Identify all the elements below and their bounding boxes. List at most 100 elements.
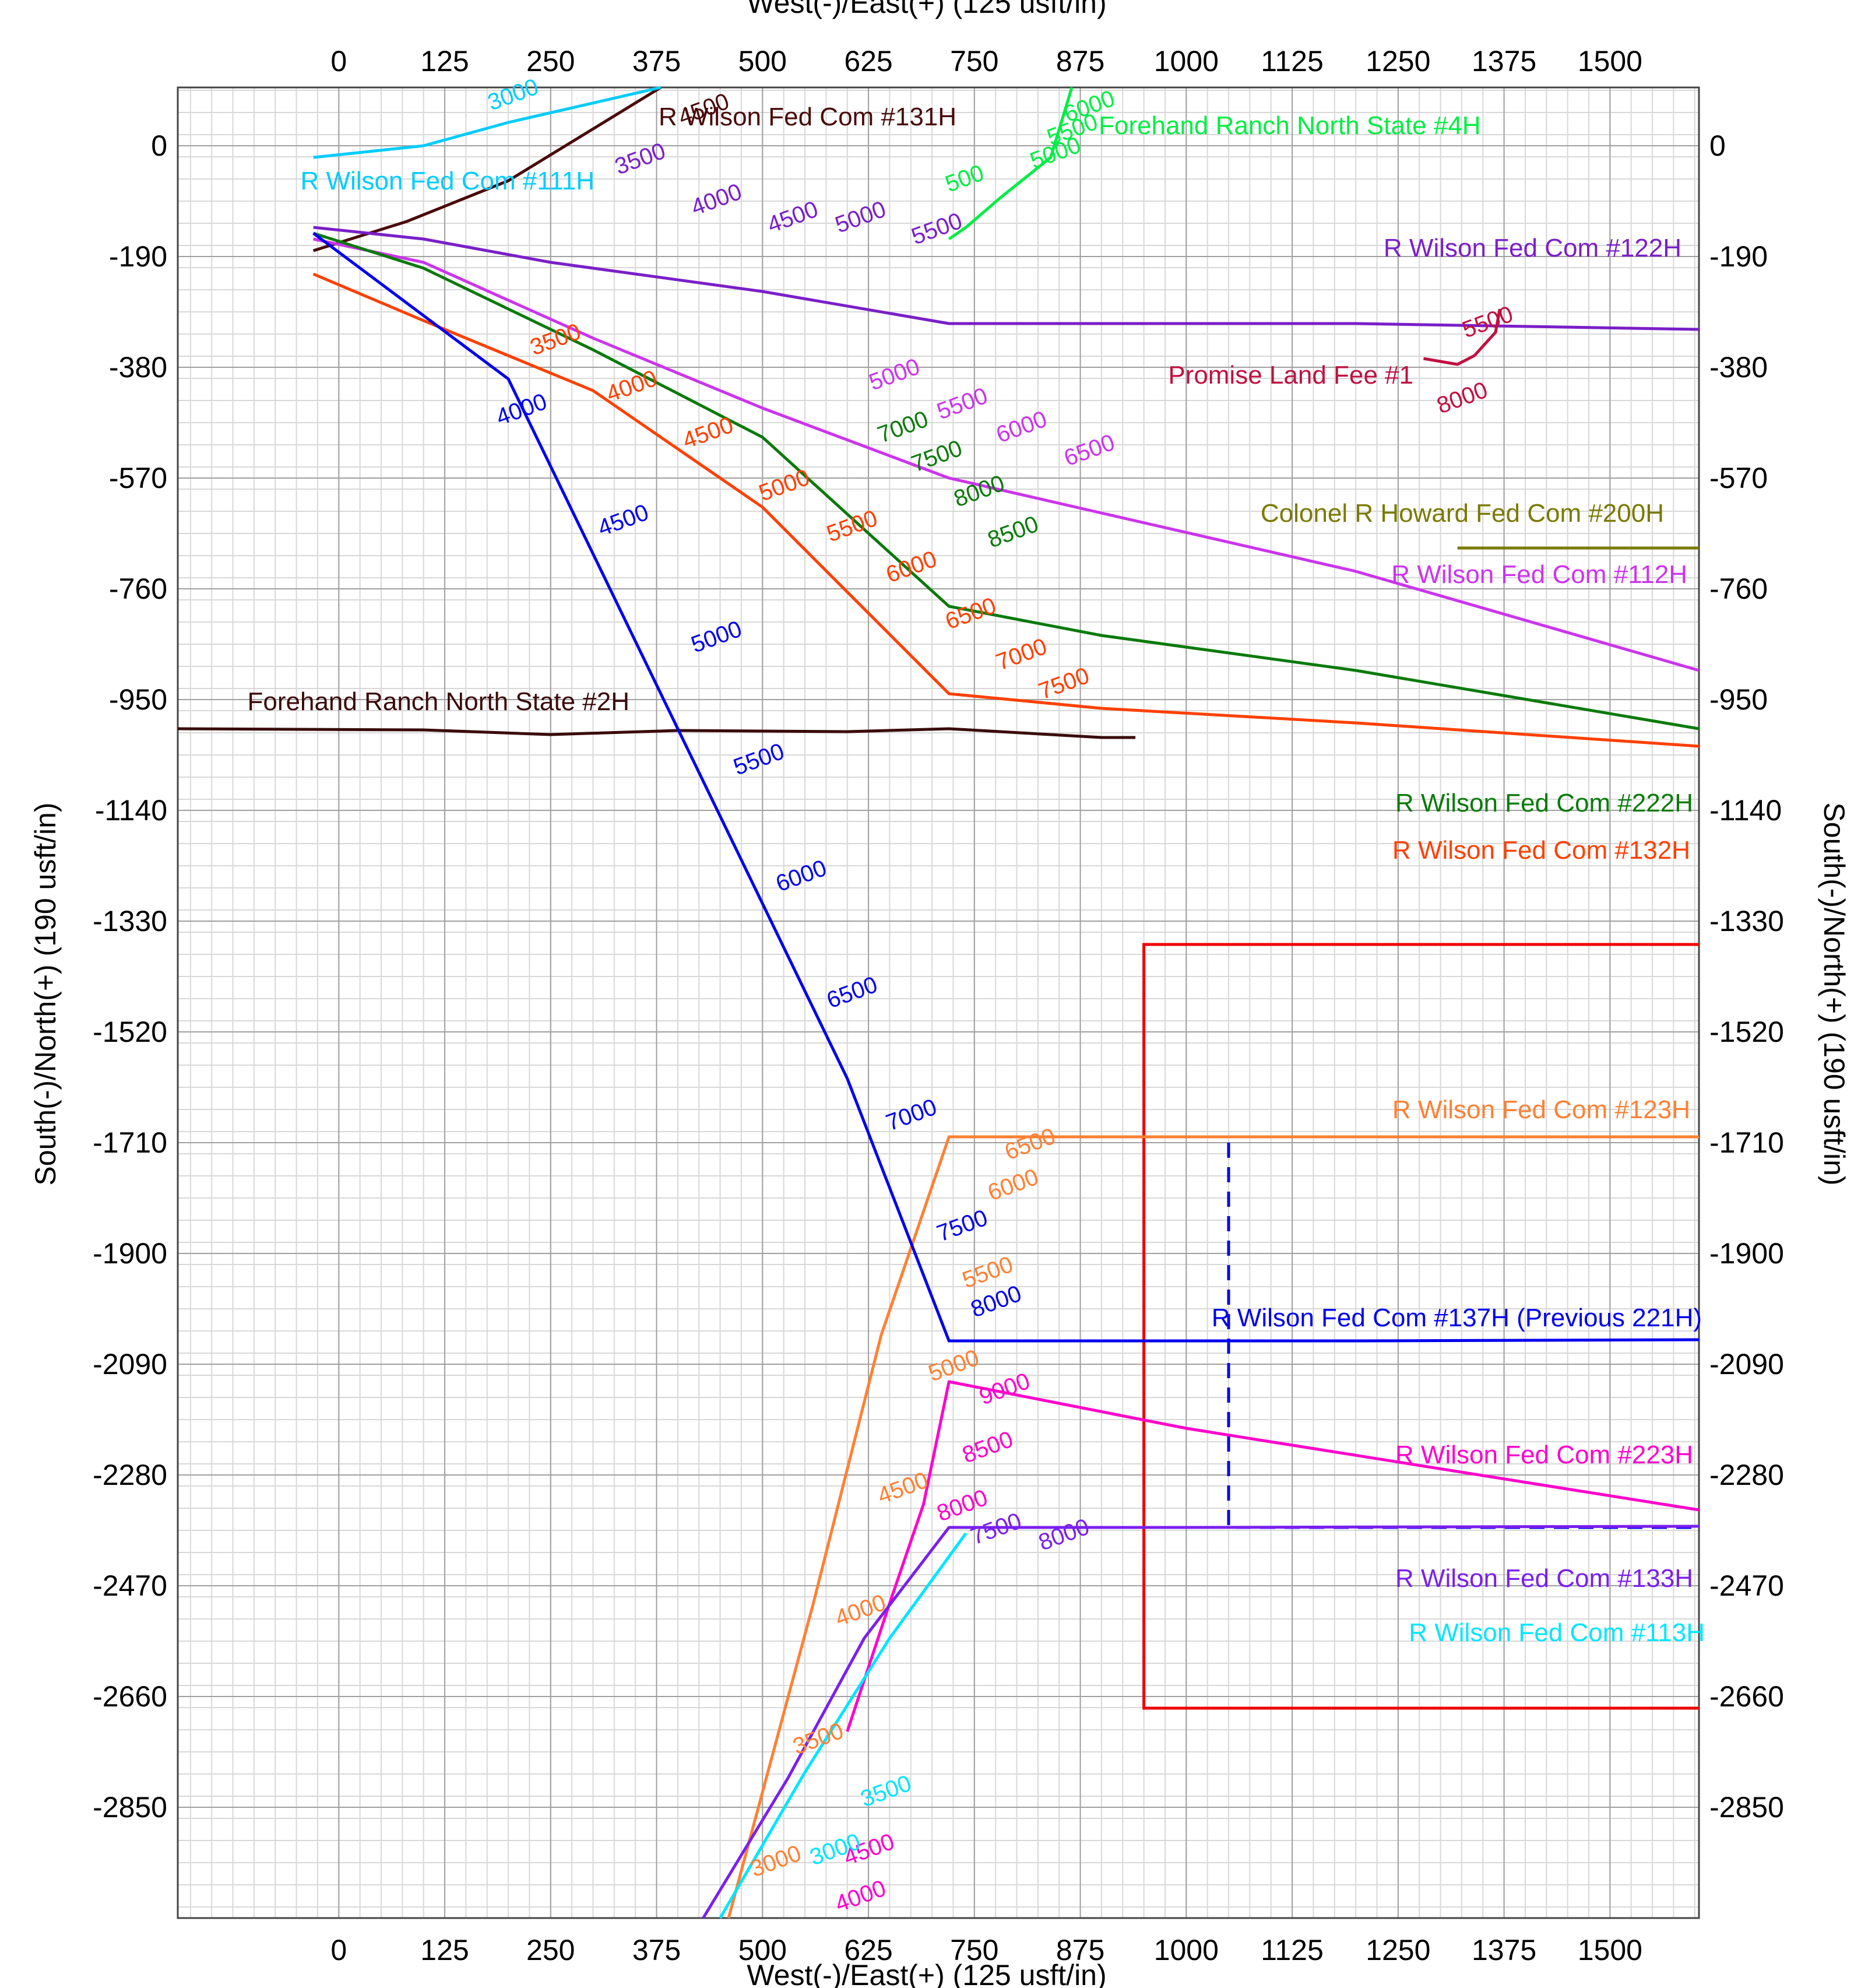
y-tick-label-right: -1140 [1709,794,1782,827]
x-tick-label-bottom: 500 [738,1934,787,1966]
md-label: 4000 [688,179,745,221]
x-tick-label-top: 750 [950,45,998,78]
x-tick-label-top: 1250 [1366,45,1430,78]
md-label: 3500 [527,319,585,361]
md-label: 4000 [493,389,551,431]
y-axis-title-left: South(-)/North(+) (190 usft/in) [29,802,62,1185]
x-tick-label-bottom: 1125 [1261,1934,1324,1966]
plot-border [177,86,1700,1919]
well-path [313,237,1700,672]
md-label: 5000 [832,196,889,238]
well-path [312,272,1700,748]
well-name-label: Forehand Ranch North State #2H [248,687,630,716]
md-label: 3000 [747,1841,805,1882]
y-tick-label-right: -2660 [1709,1680,1784,1713]
y-tick-label-right: -760 [1709,572,1768,605]
well-name-label: R Wilson Fed Com #131H [659,103,956,131]
y-tick-label-right: -1710 [1709,1126,1784,1159]
y-tick-label-left: -1140 [95,794,167,827]
well-name-label: R Wilson Fed Com #113H [1409,1618,1705,1647]
md-label: 4500 [594,500,652,542]
y-tick-label-left: -1330 [93,905,167,937]
md-label: 7500 [1035,663,1093,705]
well-path [313,226,1700,331]
md-label: 3500 [857,1771,915,1813]
y-tick-label-left: -2470 [93,1569,167,1602]
well-path [312,231,1700,730]
y-tick-label-left: -2660 [93,1680,167,1713]
well-path [727,1135,1699,1919]
y-tick-label-right: -950 [1709,683,1768,716]
y-tick-label-right: -2470 [1709,1569,1784,1602]
x-tick-label-top: 250 [526,45,575,78]
well-paths [177,86,1700,1919]
well-path [177,727,1136,739]
well-path [948,87,1074,241]
well-name-label: R Wilson Fed Com #112H [1391,560,1687,589]
md-label: 4000 [832,1875,889,1917]
md-label: 8500 [959,1427,1016,1469]
y-tick-label-left: -760 [109,572,167,605]
well-name-label: R Wilson Fed Com #137H (Previous 221H) [1212,1304,1702,1332]
md-label: 6500 [824,972,881,1014]
x-tick-label-bottom: 0 [330,1934,347,1966]
md-label: 5500 [908,208,966,250]
x-tick-label-top: 1500 [1578,45,1642,78]
well-path [313,86,662,159]
y-tick-label-left: -2090 [93,1348,167,1381]
well-path [702,1525,1700,1919]
well-name-label: R Wilson Fed Com #132H [1392,836,1690,865]
md-label: 7500 [934,1205,991,1247]
md-label: 6500 [942,593,1000,635]
x-axis-title-top: West(-)/East(+) (125 usft/in) [747,0,1106,19]
y-tick-label-left: -1710 [93,1126,167,1159]
x-tick-label-top: 375 [632,45,681,78]
x-tick-label-top: 0 [330,45,347,78]
y-tick-label-left: -950 [109,683,167,716]
x-tick-label-top: 1000 [1154,45,1219,78]
y-tick-label-right: -1900 [1709,1237,1784,1270]
y-tick-label-right: -2280 [1709,1459,1784,1491]
axis-tick-labels: 0 0 125 125 250 250 375 375 500 500 625 625 750 750 87… [93,45,1784,1966]
well-path [312,231,1700,1343]
md-label: 7000 [874,406,932,448]
x-tick-label-bottom: 1250 [1366,1934,1430,1966]
x-tick-label-bottom: 625 [844,1934,892,1966]
setback-dashed-line [1227,1143,1699,1529]
md-label: 6000 [984,1164,1042,1206]
x-tick-label-top: 500 [738,45,787,78]
x-tick-label-bottom: 375 [632,1934,681,1966]
lease-boundary-line [1142,943,1699,1710]
y-axis-title-right: South(-)/North(+) (190 usft/in) [1818,802,1851,1185]
x-tick-label-bottom: 750 [950,1934,998,1966]
well-name-label: R Wilson Fed Com #122H [1384,234,1681,262]
md-label: 5000 [866,354,923,396]
major-grid [178,87,1699,1918]
md-label: 6000 [772,855,830,897]
md-label: 6500 [1061,430,1118,472]
x-tick-label-top: 875 [1056,45,1104,78]
x-tick-label-top: 1125 [1261,45,1324,78]
y-tick-label-left: 0 [151,129,167,162]
well-name-label: R Wilson Fed Com #123H [1392,1095,1690,1124]
x-tick-label-top: 1375 [1472,45,1536,78]
md-label: 8000 [1035,1514,1093,1556]
well-path [846,1380,1700,1732]
x-tick-label-top: 625 [844,45,892,78]
md-label: 5500 [1459,301,1517,343]
y-tick-label-left: -190 [109,240,167,273]
x-tick-label-bottom: 125 [420,1934,469,1966]
well-name-label: Colonel R Howard Fed Com #200H [1261,499,1664,528]
y-tick-label-right: -570 [1709,462,1768,494]
md-label: 500 [942,160,987,197]
md-label: 3500 [611,138,669,180]
y-tick-label-left: -2280 [93,1459,167,1491]
x-tick-label-bottom: 250 [526,1934,575,1966]
well-name-label: R Wilson Fed Com #133H [1395,1564,1693,1593]
well-path [312,86,662,252]
md-label: 9000 [976,1368,1033,1410]
md-label: 7000 [993,634,1050,676]
x-tick-label-top: 125 [420,45,469,78]
y-tick-label-left: -380 [109,351,167,384]
